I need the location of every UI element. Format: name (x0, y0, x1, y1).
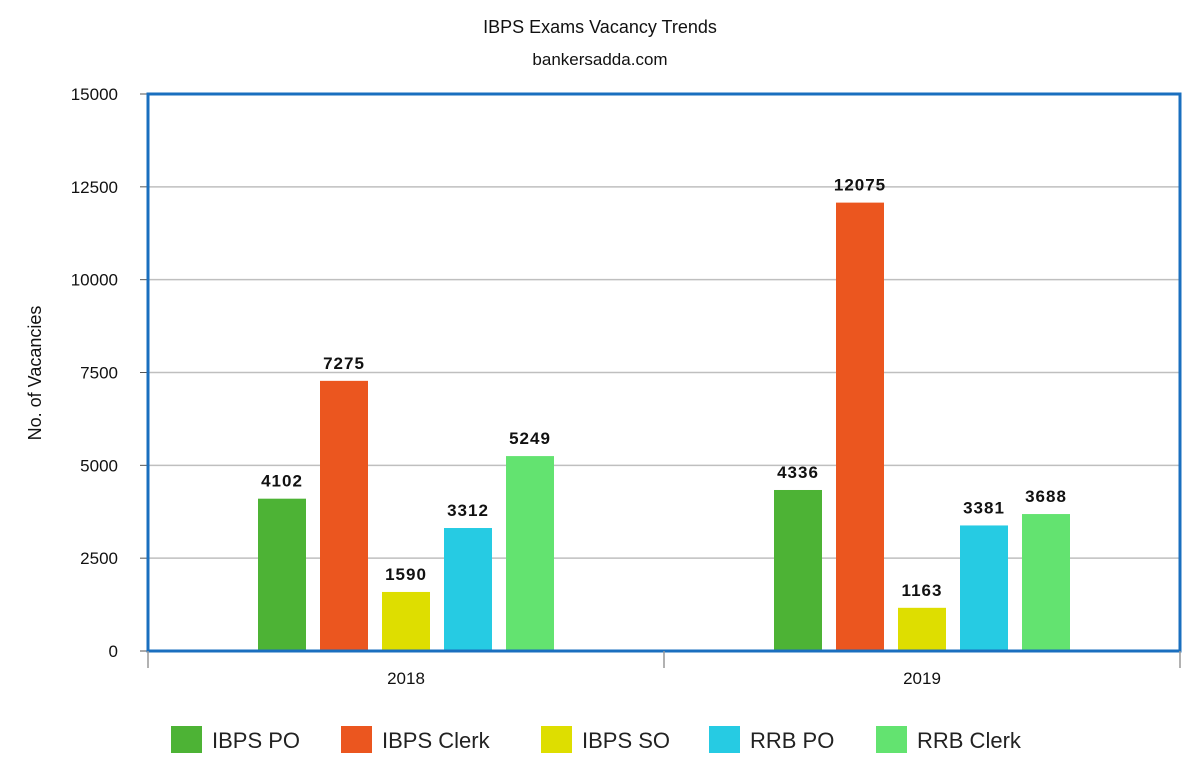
bar (774, 489, 822, 651)
x-axis: 2018 2019 (147, 651, 1181, 688)
data-label: 3688 (1025, 487, 1067, 506)
legend: IBPS PO IBPS Clerk IBPS SO RRB PO RRB Clerk (171, 726, 1022, 753)
bar (258, 498, 306, 651)
data-label: 5249 (509, 429, 551, 448)
y-tick-label: 12500 (71, 178, 118, 197)
data-label: 1163 (902, 581, 943, 600)
x-tick-label: 2018 (387, 669, 425, 688)
bar (444, 528, 492, 651)
legend-swatch (541, 726, 572, 753)
bar (382, 591, 430, 651)
legend-swatch (709, 726, 740, 753)
data-label: 4102 (261, 472, 303, 491)
bar (320, 380, 368, 651)
data-label: 12075 (834, 176, 886, 195)
x-tick-label: 2019 (903, 669, 941, 688)
data-label: 3312 (447, 501, 489, 520)
y-tick-label: 7500 (80, 364, 118, 383)
bars (258, 202, 1070, 652)
data-label: 3381 (963, 498, 1005, 517)
y-tick-label: 0 (109, 642, 118, 661)
bar (1022, 514, 1070, 651)
data-label: 4336 (777, 463, 819, 482)
y-tick-label: 15000 (71, 85, 118, 104)
chart-title: IBPS Exams Vacancy Trends (483, 17, 717, 37)
legend-swatch (876, 726, 907, 753)
legend-label: IBPS Clerk (382, 728, 491, 753)
y-axis-ticks: 0 2500 5000 7500 10000 12500 15000 (71, 85, 148, 661)
legend-swatch (171, 726, 202, 753)
bar (960, 525, 1008, 651)
legend-label: RRB Clerk (917, 728, 1022, 753)
bar (506, 456, 554, 651)
y-tick-label: 2500 (80, 549, 118, 568)
y-tick-label: 10000 (71, 271, 118, 290)
legend-swatch (341, 726, 372, 753)
data-label: 7275 (323, 354, 365, 373)
chart-subtitle: bankersadda.com (532, 50, 667, 69)
legend-label: RRB PO (750, 728, 834, 753)
y-axis-label: No. of Vacancies (25, 306, 45, 441)
legend-label: IBPS SO (582, 728, 670, 753)
data-labels: 4102 7275 1590 3312 5249 4336 12075 1163 3381 368… (261, 176, 1067, 600)
y-tick-label: 5000 (80, 456, 118, 475)
bar (898, 607, 946, 651)
legend-label: IBPS PO (212, 728, 300, 753)
bar (836, 202, 884, 652)
data-label: 1590 (385, 565, 427, 584)
